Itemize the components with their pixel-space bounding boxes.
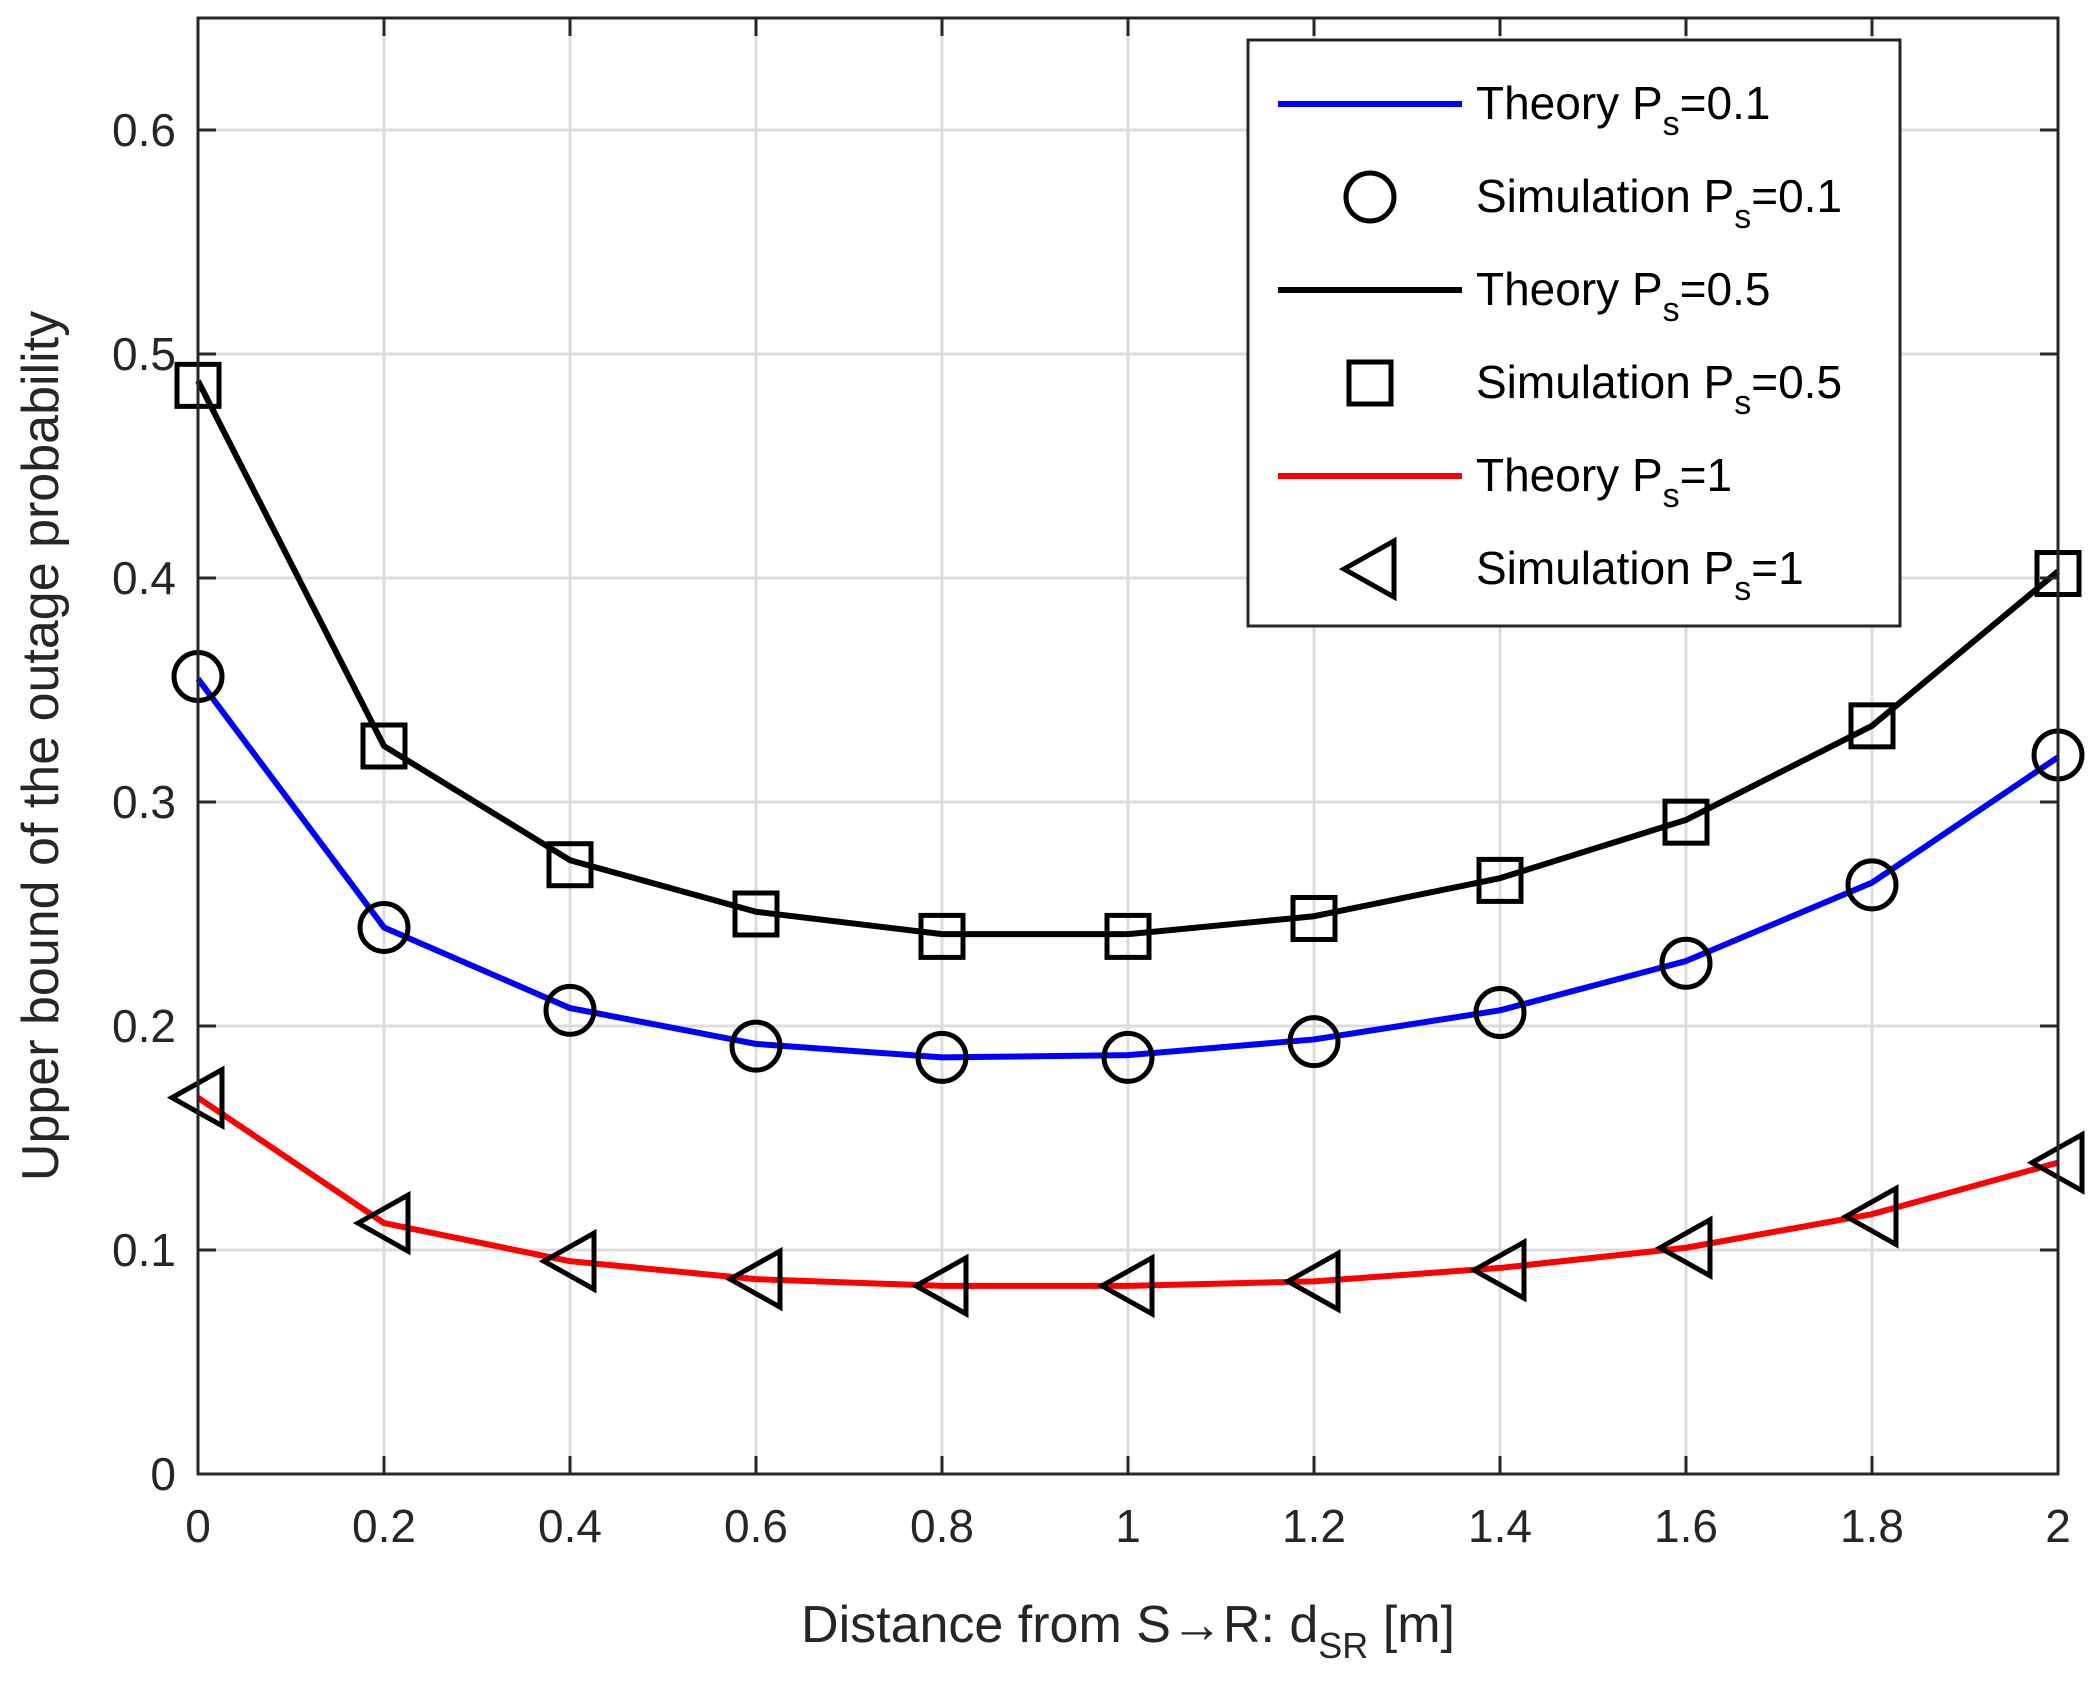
data-point-triangle-left: [352, 1190, 411, 1256]
y-tick-label: 0.4: [112, 552, 176, 604]
data-point-circle: [1845, 858, 1899, 912]
data-point-square: [732, 890, 780, 938]
series-line: [195, 379, 2060, 938]
legend-label: Theory Ps=0.1: [1476, 77, 1770, 143]
x-axis-label-subscript: SR: [1318, 1625, 1368, 1666]
series-line: [196, 1095, 2059, 1289]
legend-label: Simulation Ps=0.5: [1476, 356, 1842, 422]
legend-label-name: Simulation P: [1476, 170, 1734, 222]
legend-label-value: =0.1: [1751, 170, 1842, 222]
data-point-triangle-left: [1096, 1253, 1155, 1319]
legend-label: Theory Ps=0.5: [1476, 263, 1770, 329]
legend-label: Simulation Ps=1: [1476, 542, 1804, 608]
data-point-square: [1476, 856, 1524, 904]
legend-label-value: =1: [1680, 449, 1732, 501]
x-tick-label: 1.6: [1654, 1500, 1718, 1552]
x-tick-label: 0: [185, 1500, 211, 1552]
x-tick-label: 0.6: [724, 1500, 788, 1552]
legend-label-subscript: s: [1734, 570, 1751, 608]
x-tick-label: 1: [1115, 1500, 1141, 1552]
y-tick-label: 0.1: [112, 1224, 176, 1276]
x-tick-label: 2: [2045, 1500, 2071, 1552]
legend-label-name: Theory P: [1476, 449, 1663, 501]
data-point-circle: [1473, 986, 1527, 1040]
data-point-circle: [543, 983, 597, 1037]
data-point-square: [1290, 894, 1338, 942]
x-tick-label: 1.2: [1282, 1500, 1346, 1552]
data-point-square: [1848, 702, 1896, 750]
legend-label-value: =1: [1751, 542, 1803, 594]
legend-label-subscript: s: [1663, 291, 1680, 329]
legend-label-subscript: s: [1663, 477, 1680, 515]
data-point-triangle-left: [1654, 1215, 1713, 1281]
x-axis-label-unit: [m]: [1368, 1596, 1455, 1654]
data-point-triangle-left: [910, 1253, 969, 1319]
data-point-circle: [1287, 1015, 1341, 1069]
data-point-square: [546, 841, 594, 889]
x-tick-label: 0.4: [538, 1500, 602, 1552]
data-point-circle: [1101, 1030, 1155, 1084]
legend-label-name: Simulation P: [1476, 356, 1734, 408]
legend-label-value: =0.5: [1680, 263, 1771, 315]
data-point-triangle-left: [1840, 1184, 1899, 1249]
x-axis-label: Distance from S→R: dSR [m]: [801, 1596, 1455, 1666]
data-point-square: [360, 722, 408, 770]
legend-label: Theory Ps=1: [1476, 449, 1732, 515]
legend-label: Simulation Ps=0.1: [1476, 170, 1842, 236]
axis-ticks: 0 0.2 0.4 0.6 0.8 1 1.2 1.4 1.6 1.8 2 0 0.1 0.2 0.3 0.4…: [112, 18, 2071, 1552]
legend-label-name: Simulation P: [1476, 542, 1734, 594]
x-tick-label: 0.8: [910, 1500, 974, 1552]
data-point-triangle-left: [724, 1246, 783, 1312]
legend-marker-circle: [1343, 170, 1397, 224]
y-tick-label: 0.5: [112, 328, 176, 380]
x-axis-label-main: Distance from S→R: d: [801, 1596, 1318, 1654]
y-tick-label: 0.3: [112, 776, 176, 828]
x-tick-label: 1.8: [1840, 1500, 1904, 1552]
y-tick-label: 0: [150, 1448, 176, 1500]
legend-label-subscript: s: [1734, 384, 1751, 422]
series-line: [195, 677, 2060, 1061]
legend-marker-square: [1346, 359, 1394, 407]
data-point-triangle-left: [1282, 1249, 1341, 1314]
y-tick-label: 0.2: [112, 1000, 176, 1052]
legend-label-name: Theory P: [1476, 263, 1663, 315]
legend-label-name: Theory P: [1476, 77, 1663, 129]
data-point-circle: [915, 1030, 969, 1084]
x-tick-label: 1.4: [1468, 1500, 1532, 1552]
legend-box: [1246, 38, 1902, 628]
y-axis-label: Upper bound of the outage probability: [12, 311, 70, 1181]
data-point-triangle-left: [538, 1228, 597, 1294]
data-point-square: [1104, 912, 1152, 960]
y-tick-label: 0.6: [112, 104, 176, 156]
legend-label-subscript: s: [1663, 105, 1680, 143]
legend-label-value: =0.5: [1751, 356, 1842, 408]
legend-label-value: =0.1: [1680, 77, 1771, 129]
data-point-triangle-left: [1468, 1237, 1527, 1303]
data-point-circle: [357, 900, 411, 954]
legend-label-subscript: s: [1734, 198, 1751, 236]
data-point-square: [918, 912, 966, 960]
data-point-circle: [1659, 936, 1713, 990]
x-tick-label: 0.2: [352, 1500, 416, 1552]
data-point-circle: [729, 1019, 783, 1073]
legend-marker-triangle-left: [1338, 536, 1397, 602]
data-point-square: [1662, 798, 1710, 846]
